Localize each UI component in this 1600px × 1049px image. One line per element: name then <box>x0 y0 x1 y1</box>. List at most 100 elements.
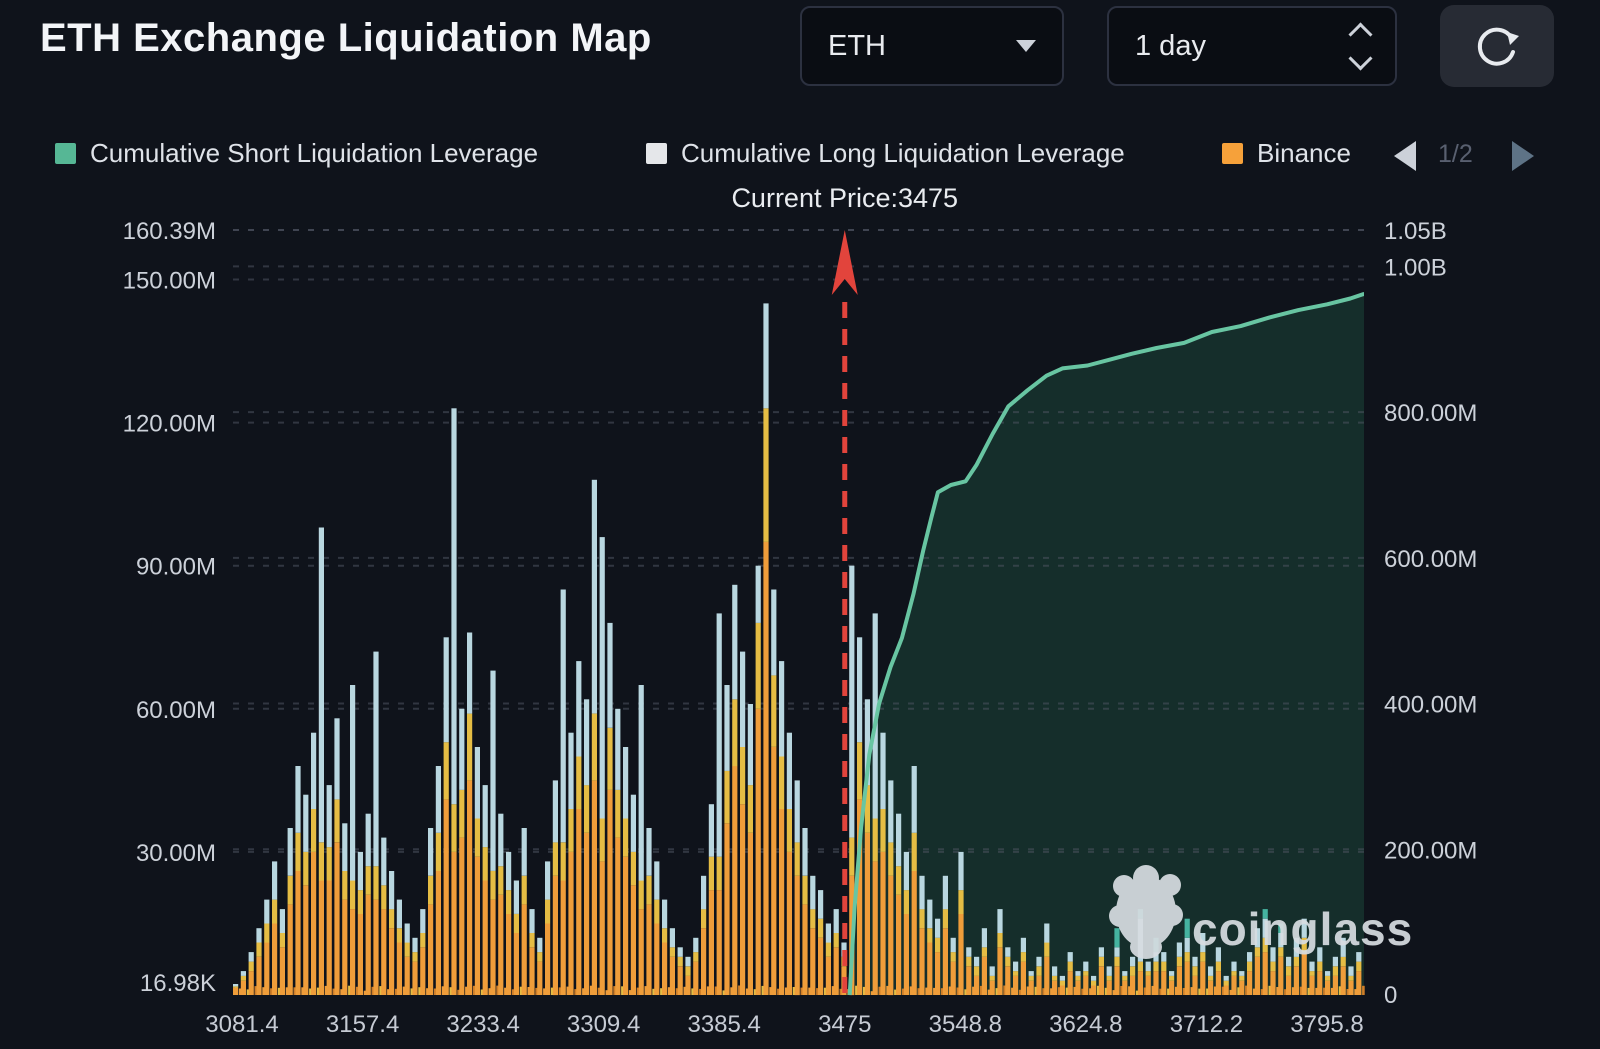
legend-item-cumulative-long[interactable]: Cumulative Long Liquidation Leverage <box>646 138 1125 169</box>
liquidation-bar-segment <box>506 913 512 995</box>
liquidation-bar-segment <box>1052 975 1058 981</box>
base-strip-bar <box>246 989 250 995</box>
liquidation-bar-segment <box>693 961 699 995</box>
liquidation-bar-segment <box>1184 937 1190 953</box>
liquidation-bar-segment <box>607 789 613 995</box>
liquidation-bar-segment <box>919 909 925 929</box>
liquidation-bar-segment <box>568 809 574 852</box>
liquidation-bar-segment <box>373 899 379 995</box>
liquidation-bar-segment <box>1169 971 1175 976</box>
liquidation-bar-segment <box>1325 971 1331 976</box>
base-strip-bar <box>1026 986 1030 995</box>
liquidation-bar-segment <box>334 799 340 843</box>
base-strip-bar <box>1268 985 1272 995</box>
base-strip-bar <box>1323 987 1326 995</box>
liquidation-bar-segment <box>638 685 644 881</box>
liquidation-bar-segment <box>443 742 449 800</box>
liquidation-bar-segment <box>1332 966 1338 976</box>
legend-item-binance[interactable]: Binance <box>1222 138 1374 169</box>
liquidation-bar-segment <box>1286 966 1292 976</box>
liquidation-bar-segment <box>404 942 410 957</box>
base-strip-bar <box>238 988 242 995</box>
svg-text:coinglass: coinglass <box>1192 903 1413 955</box>
legend-page-indicator: 1/2 <box>1438 140 1473 168</box>
liquidation-bar-segment <box>1028 971 1034 976</box>
liquidation-bar-segment <box>1044 956 1050 995</box>
liquidation-bar-segment <box>802 828 808 876</box>
legend-row: Cumulative Short Liquidation Leverage Cu… <box>0 138 1600 176</box>
liquidation-bar-segment <box>997 933 1003 948</box>
liquidation-bar-segment <box>1215 961 1221 972</box>
legend-item-cumulative-short[interactable]: Cumulative Short Liquidation Leverage <box>55 138 538 169</box>
liquidation-bar-segment <box>1340 966 1346 995</box>
refresh-button[interactable] <box>1440 5 1554 87</box>
liquidation-bar-segment <box>903 913 909 995</box>
liquidation-bar-segment <box>1223 980 1229 986</box>
liquidation-bar-segment <box>1208 980 1214 995</box>
liquidation-bar-segment <box>404 923 410 943</box>
liquidation-bar-segment <box>537 952 543 962</box>
liquidation-bar-segment <box>1083 961 1089 972</box>
liquidation-bar-segment <box>279 947 285 995</box>
liquidation-bar-segment <box>1036 966 1042 976</box>
base-strip-bar <box>550 987 554 995</box>
liquidation-bar-segment <box>716 890 722 995</box>
liquidation-bar-segment <box>630 851 636 886</box>
base-strip-bar <box>1229 989 1233 995</box>
base-strip-bar <box>1120 986 1123 995</box>
base-strip-bar <box>628 990 632 995</box>
liquidation-bar-segment <box>942 928 948 995</box>
base-strip-bar <box>1104 987 1108 995</box>
liquidation-bar-segment <box>560 589 566 843</box>
liquidation-bar-segment <box>685 956 691 967</box>
cumulative-short-line <box>847 292 1366 996</box>
base-strip-bar <box>816 988 819 995</box>
liquidation-bar-segment <box>342 899 348 995</box>
liquidation-bar-segment <box>381 837 387 886</box>
base-strip-bar <box>379 986 382 995</box>
liquidation-bar-segment <box>1254 947 1260 957</box>
liquidation-bar-segment <box>248 952 254 962</box>
liquidation-bar-segment <box>716 613 722 857</box>
liquidation-bar-segment <box>490 899 496 995</box>
left-axis-label: 160.39M <box>123 218 216 245</box>
interval-select[interactable]: 1 day <box>1107 6 1397 86</box>
liquidation-bar-segment <box>662 899 668 929</box>
liquidation-bar-segment <box>958 851 964 891</box>
liquidation-bar-segment <box>786 851 792 995</box>
base-strip-bar <box>964 989 967 995</box>
liquidation-bar-segment <box>771 589 777 676</box>
base-strip-bar <box>933 987 936 995</box>
liquidation-bar-segment <box>1075 975 1081 981</box>
liquidation-bar-segment <box>1122 975 1128 981</box>
liquidation-bar-segment <box>724 770 730 824</box>
liquidation-bar-segment <box>685 966 691 976</box>
base-strip-bar <box>589 985 593 995</box>
liquidation-bar-segment <box>989 966 995 976</box>
liquidation-bar-segment <box>560 842 566 881</box>
base-strip-bar <box>722 990 726 995</box>
liquidation-bar-segment <box>623 856 629 995</box>
base-strip-bar <box>1135 990 1139 995</box>
liquidation-bar-segment <box>896 894 902 995</box>
liquidation-bar-segment <box>303 885 309 995</box>
liquidation-bar-segment <box>1208 975 1214 981</box>
legend-prev-arrow-icon[interactable] <box>1394 141 1416 171</box>
liquidation-bar-segment <box>950 961 956 995</box>
base-strip-bar <box>1315 987 1318 995</box>
base-strip-bar <box>348 985 351 995</box>
legend-next-arrow-icon[interactable] <box>1512 141 1534 171</box>
liquidation-bar-segment <box>1020 961 1026 995</box>
base-strip-bar <box>823 987 827 995</box>
liquidation-bar-segment <box>318 527 324 843</box>
liquidation-bar-segment <box>342 823 348 871</box>
liquidation-bar-segment <box>529 933 535 948</box>
liquidation-bar-segment <box>1052 966 1058 976</box>
liquidation-bar-segment <box>888 842 894 876</box>
liquidation-bar-segment <box>1262 909 1268 919</box>
liquidation-bar-segment <box>802 875 808 905</box>
liquidation-bar-segment <box>708 804 714 857</box>
symbol-select[interactable]: ETH <box>800 6 1064 86</box>
liquidation-bar-segment <box>1239 971 1245 976</box>
